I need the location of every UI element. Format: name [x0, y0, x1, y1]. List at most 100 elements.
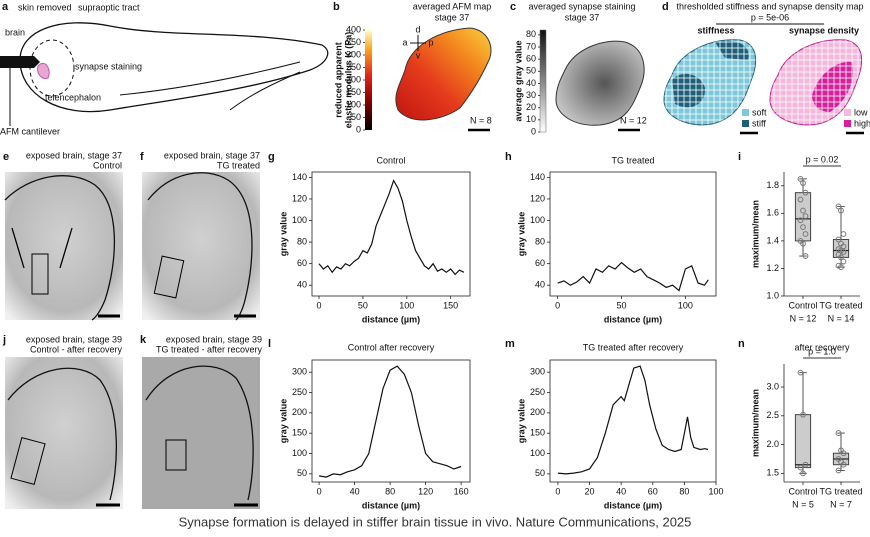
legend-swatch — [742, 109, 749, 116]
x-tick-label: 50 — [616, 300, 626, 310]
legend-label: stiff — [752, 118, 766, 128]
legend-swatch — [844, 120, 851, 127]
label: telencephalon — [45, 92, 101, 102]
legend-label: soft — [752, 107, 767, 117]
panel-letter: d — [662, 1, 669, 13]
data-point — [838, 264, 844, 270]
x-tick-label: 0 — [317, 486, 322, 496]
colorbar-tick-label: 0 — [356, 124, 361, 134]
colorbar-tick-label: 300 — [346, 49, 361, 59]
caption: Synapse formation is delayed in stiffer … — [179, 514, 692, 529]
data-point — [840, 231, 847, 237]
y-tick-label: 1.5 — [766, 468, 779, 478]
micrograph — [5, 172, 123, 320]
arrow — [11, 227, 73, 269]
panel-f: f exposed brain, stage 37 TG treated — [140, 150, 260, 321]
data-point — [840, 461, 847, 468]
panel-subtitle: stage 37 — [565, 12, 600, 22]
colorbar-tick-label: 0 — [531, 126, 536, 136]
panel-k: k exposed brain, stage 39 TG treated - a… — [140, 334, 262, 509]
plot-frame — [311, 171, 471, 297]
panel-subtitle: Control - after recovery — [30, 344, 123, 354]
data-line — [318, 179, 465, 276]
panel-letter: a — [2, 1, 9, 13]
chart-title: TG treated — [611, 155, 654, 165]
sample-size: N = 14 — [828, 313, 855, 323]
data-line — [319, 365, 462, 478]
y-tick-label: 150 — [292, 428, 307, 438]
x-tick-label: 0 — [555, 486, 560, 496]
plot-frame — [549, 171, 717, 297]
micrograph — [142, 172, 260, 320]
data-point — [835, 430, 842, 436]
panel-letter: g — [268, 151, 275, 163]
colorbar-tick-label: 200 — [346, 74, 361, 84]
label: AFM cantilever — [0, 126, 60, 136]
x-tick-label: 40 — [350, 486, 360, 496]
panel-letter: k — [140, 334, 147, 346]
x-tick-label: 60 — [648, 486, 658, 496]
data-point — [802, 213, 809, 219]
colorbar-tick-label: 30 — [526, 90, 536, 100]
y-axis-label: gray value — [278, 212, 288, 257]
y-tick-label: 250 — [292, 387, 307, 397]
afm-cantilever — [0, 56, 40, 68]
direction: p — [428, 37, 433, 47]
panel-letter: c — [510, 1, 516, 13]
panel-letter: n — [738, 338, 745, 350]
direction: d — [415, 24, 420, 34]
colorbar-tick-label: 60 — [526, 54, 536, 64]
y-tick-label: 120 — [530, 193, 545, 203]
brain-outline — [145, 365, 254, 501]
brain-outline — [4, 175, 116, 321]
y-tick-label: 1.4 — [766, 235, 779, 245]
afm-map — [395, 27, 492, 121]
chart-title: after recovery — [794, 342, 850, 352]
y-axis-label: maximum/mean — [750, 389, 760, 457]
x-tick-label: 120 — [418, 486, 433, 496]
map-title: stiffness — [697, 25, 734, 35]
data-point — [840, 243, 847, 250]
data-point — [800, 470, 806, 477]
tadpole-outline — [19, 22, 329, 113]
x-tick-label: 80 — [679, 486, 689, 496]
data-point — [838, 254, 844, 261]
x-axis-label: distance (µm) — [604, 314, 662, 324]
sample-size: N = 12 — [620, 115, 647, 125]
data-point — [835, 236, 842, 243]
data-point — [840, 258, 847, 265]
box — [794, 414, 812, 469]
y-tick-label: 200 — [292, 407, 307, 417]
data-point — [800, 180, 806, 186]
panel-title: exposed brain, stage 39 — [166, 334, 262, 344]
y-tick-label: 1.2 — [766, 263, 779, 273]
plot-frame — [549, 359, 717, 483]
colorbar-tick-label: 400 — [346, 24, 361, 34]
panel-letter: i — [738, 151, 741, 163]
brain-outline — [147, 172, 253, 321]
p-value: p = 5e-06 — [751, 12, 789, 22]
y-tick-label: 250 — [530, 387, 545, 397]
y-axis-label: gray value — [516, 399, 526, 444]
y-tick-label: 200 — [530, 407, 545, 417]
panel-subtitle: TG treated - after recovery — [156, 344, 263, 354]
colorbar-tick-label: 250 — [346, 62, 361, 72]
x-tick-label: 50 — [358, 300, 368, 310]
brain-outline — [7, 367, 117, 501]
x-tick-label: 160 — [454, 486, 469, 496]
x-tick-label: 150 — [443, 300, 458, 310]
colorbar-tick-label: 350 — [346, 37, 361, 47]
data-point — [840, 249, 847, 255]
y-tick-label: 40 — [535, 280, 545, 290]
x-axis-label: distance (µm) — [604, 500, 662, 510]
data-point — [797, 196, 804, 203]
data-point — [802, 253, 809, 259]
y-axis-label: gray value — [516, 212, 526, 257]
panel-title: thresholded stiffness and synapse densit… — [677, 1, 864, 11]
y-tick-label: 100 — [530, 448, 545, 458]
y-tick-label: 3.0 — [766, 381, 779, 391]
synapse-map — [555, 40, 645, 126]
colorbar — [365, 30, 372, 130]
data-point — [835, 467, 842, 474]
